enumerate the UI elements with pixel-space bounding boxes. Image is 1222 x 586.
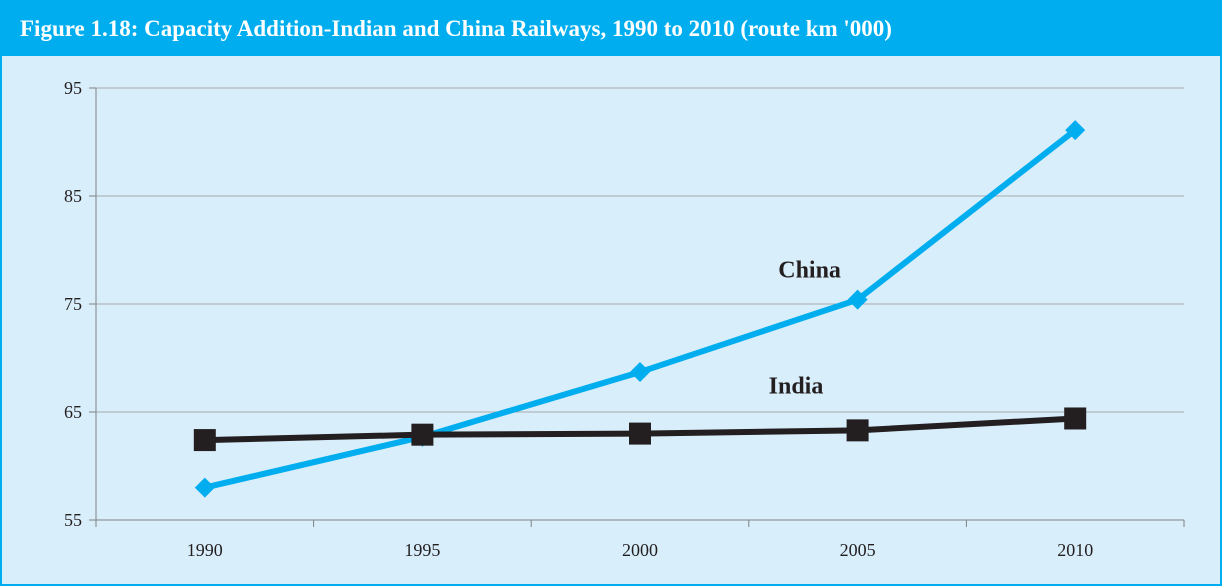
- axes: 55 65 75 85 95 1990 1995 2000 2005 2010: [64, 78, 1185, 560]
- x-tick-label: 2005: [840, 540, 876, 560]
- y-tick-label: 85: [64, 186, 82, 206]
- x-tick-label: 1990: [187, 540, 223, 560]
- y-tick-label: 75: [64, 294, 82, 314]
- y-tick-label: 95: [64, 78, 82, 98]
- series-lines: [193, 120, 1087, 498]
- data-point-india: [629, 422, 651, 445]
- y-tick-label: 65: [64, 402, 82, 422]
- chart-title: Figure 1.18: Capacity Addition-Indian an…: [2, 2, 1220, 56]
- gridlines: [96, 87, 1184, 413]
- x-tick-label: 2010: [1057, 540, 1093, 560]
- data-point-china: [630, 362, 650, 383]
- x-tick-label: 2000: [622, 540, 658, 560]
- x-tick-label: 1995: [404, 540, 440, 560]
- series-label-india: India: [769, 374, 824, 400]
- series-label-china: China: [778, 258, 841, 284]
- series-labels: China India: [769, 258, 841, 400]
- data-point-china: [1065, 120, 1086, 141]
- y-tick-label: 55: [64, 510, 82, 530]
- data-point-china: [847, 289, 868, 310]
- data-point-india: [411, 423, 434, 446]
- data-point-india: [193, 429, 216, 452]
- data-point-china: [194, 477, 215, 498]
- data-point-india: [846, 419, 869, 442]
- data-point-india: [1064, 407, 1087, 430]
